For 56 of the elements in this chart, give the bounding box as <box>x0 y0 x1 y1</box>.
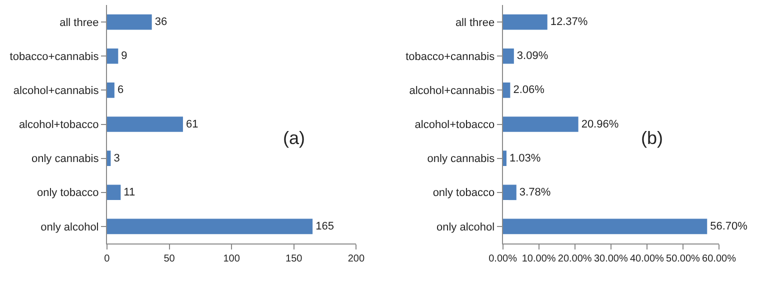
x-tick-label: 10.00% <box>522 254 556 264</box>
data-label: 20.96% <box>581 118 619 130</box>
bar <box>106 48 118 64</box>
bar <box>106 184 121 200</box>
y-tick-label: all three <box>455 16 495 29</box>
data-label: 9 <box>121 50 128 62</box>
data-label: 6 <box>117 84 124 96</box>
x-tick-label: 0.00% <box>488 254 518 264</box>
data-label: 36 <box>154 16 168 28</box>
y-tick-label: tobacco+cannabis <box>10 50 100 63</box>
bar <box>106 218 313 234</box>
y-tick-label: only tobacco <box>432 187 495 200</box>
bar <box>502 116 578 132</box>
y-tick-label: tobacco+cannabis <box>406 50 496 63</box>
x-tick-label: 0 <box>104 254 110 264</box>
x-tick-label: 20.00% <box>558 254 592 264</box>
y-tick-label: all three <box>60 16 99 29</box>
y-tick-label: only alcohol <box>436 221 495 234</box>
y-tick-label: only cannabis <box>427 153 496 166</box>
annotation: (b) <box>641 128 663 148</box>
bar <box>502 82 510 98</box>
y-tick-label: alcohol+cannabis <box>409 85 496 98</box>
bar <box>502 14 548 30</box>
x-tick-label: 50 <box>164 254 176 264</box>
y-tick-label: only tobacco <box>36 187 99 200</box>
data-label: 165 <box>316 220 334 232</box>
bar <box>502 150 506 166</box>
bar <box>502 184 516 200</box>
bar <box>106 116 183 132</box>
data-label: 2.06% <box>513 84 545 96</box>
y-tick-label: alcohol+tobacco <box>414 119 495 132</box>
data-label: 56.70% <box>710 220 748 232</box>
annotation: (a) <box>283 128 305 148</box>
x-tick-label: 30.00% <box>594 254 628 264</box>
data-label: 3.78% <box>519 186 551 198</box>
data-label: 3.09% <box>516 50 548 62</box>
x-tick-label: 100 <box>223 254 240 264</box>
bar <box>502 218 708 234</box>
x-tick-label: 150 <box>286 254 303 264</box>
x-tick-label: 200 <box>348 254 365 264</box>
data-label: 3 <box>114 152 120 164</box>
y-tick-label: alcohol+tobacco <box>18 119 99 132</box>
bar <box>502 48 514 64</box>
x-tick-label: 50.00% <box>666 254 700 264</box>
bar <box>106 82 114 98</box>
data-label: 11 <box>124 186 136 198</box>
bar <box>106 150 111 166</box>
bar <box>106 14 152 30</box>
x-tick-label: 40.00% <box>630 254 664 264</box>
data-label: 61 <box>186 118 198 130</box>
data-label: 12.37% <box>550 16 588 28</box>
x-tick-label: 60.00% <box>702 254 736 264</box>
y-tick-label: only alcohol <box>40 221 99 234</box>
data-label: 1.03% <box>509 152 541 164</box>
y-tick-label: alcohol+cannabis <box>13 85 100 98</box>
y-tick-label: only cannabis <box>31 153 100 166</box>
